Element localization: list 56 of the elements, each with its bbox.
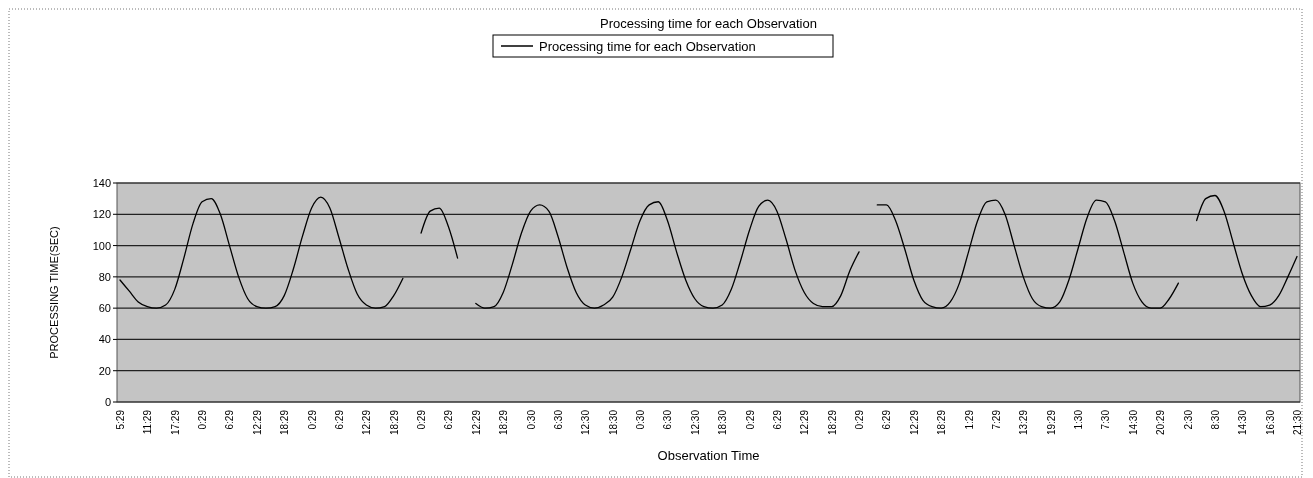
x-tick-label: 6:29 bbox=[771, 409, 783, 430]
x-tick-label: 0:30 bbox=[525, 409, 537, 430]
x-axis-title: Observation Time bbox=[657, 448, 760, 463]
x-tick-label: 0:29 bbox=[306, 409, 318, 430]
x-tick-label: 12:29 bbox=[251, 409, 263, 436]
x-tick-label: 12:30 bbox=[580, 409, 592, 436]
x-tick-label: 1:30 bbox=[1073, 409, 1085, 430]
x-tick-label: 0:29 bbox=[197, 409, 209, 430]
x-tick-label: 6:30 bbox=[552, 409, 564, 430]
x-tick-label: 16:30 bbox=[1264, 409, 1276, 436]
x-tick-label: 12:29 bbox=[361, 409, 373, 436]
x-tick-label: 7:30 bbox=[1100, 409, 1112, 430]
x-tick-label: 14:30 bbox=[1237, 409, 1249, 436]
chart-title: Processing time for each Observation bbox=[600, 16, 817, 31]
x-tick-label: 0:29 bbox=[744, 409, 756, 430]
x-tick-label: 18:29 bbox=[279, 409, 291, 436]
x-tick-label: 6:30 bbox=[662, 409, 674, 430]
x-tick-label: 18:29 bbox=[388, 409, 400, 436]
y-axis-title: PROCESSING TIME(SEC) bbox=[48, 226, 60, 359]
x-tick-label: 6:29 bbox=[443, 409, 455, 430]
x-tick-label: 0:30 bbox=[635, 409, 647, 430]
x-tick-label: 5:29 bbox=[115, 409, 126, 430]
y-tick-label: 40 bbox=[98, 333, 111, 346]
x-tick-label: 0:29 bbox=[854, 409, 866, 430]
x-tick-label: 12:29 bbox=[908, 409, 920, 436]
y-tick-label: 120 bbox=[92, 208, 111, 221]
legend-label: Processing time for each Observation bbox=[539, 39, 756, 54]
x-tick-label: 18:29 bbox=[826, 409, 838, 436]
x-tick-label: 0:29 bbox=[416, 409, 428, 430]
x-tick-label: 18:30 bbox=[717, 409, 729, 436]
y-tick-label: 0 bbox=[104, 396, 111, 408]
x-tick-label: 18:29 bbox=[936, 409, 948, 436]
x-tick-label: 1:29 bbox=[963, 409, 975, 430]
x-tick-label: 6:29 bbox=[881, 409, 893, 430]
y-tick-label: 140 bbox=[92, 177, 111, 189]
x-tick-label: 18:30 bbox=[607, 409, 619, 436]
x-tick-label: 8:30 bbox=[1209, 409, 1221, 430]
y-tick-label: 80 bbox=[98, 270, 111, 283]
x-tick-label: 17:29 bbox=[169, 409, 181, 436]
y-tick-label: 20 bbox=[98, 364, 111, 377]
x-tick-label: 14:30 bbox=[1127, 409, 1139, 436]
x-tick-label: 13:29 bbox=[1018, 409, 1030, 436]
x-tick-label: 12:30 bbox=[689, 409, 701, 436]
x-tick-label: 20:29 bbox=[1155, 409, 1167, 436]
y-tick-label: 60 bbox=[98, 302, 111, 315]
x-tick-label: 2:30 bbox=[1182, 409, 1194, 430]
x-tick-label: 21:30 bbox=[1292, 409, 1303, 436]
y-tick-label: 100 bbox=[92, 239, 111, 252]
x-tick-label: 6:29 bbox=[333, 409, 345, 430]
x-tick-label: 18:29 bbox=[498, 409, 510, 436]
x-tick-label: 12:29 bbox=[470, 409, 482, 436]
x-tick-label: 7:29 bbox=[990, 409, 1002, 430]
x-tick-label: 12:29 bbox=[799, 409, 811, 436]
x-tick-label: 19:29 bbox=[1045, 409, 1057, 436]
x-tick-label: 6:29 bbox=[224, 409, 236, 430]
x-tick-label: 11:29 bbox=[142, 409, 154, 435]
